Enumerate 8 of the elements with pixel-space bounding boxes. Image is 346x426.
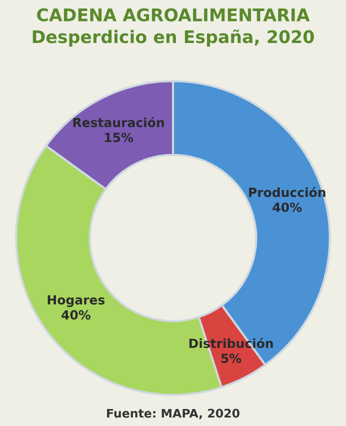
slice-label: Hogares <box>48 295 105 308</box>
data-label: 5% <box>221 354 242 364</box>
slice-label: Restauración <box>73 117 164 128</box>
source-note: Fuente: MAPA, 2020 <box>107 408 240 420</box>
data-label: 15% <box>104 132 134 142</box>
chart-title: CADENA AGROALIMENTARIA Desperdicio en España, 2020 <box>32 8 314 47</box>
data-label: 40% <box>62 310 90 320</box>
data-label: 40% <box>272 202 302 212</box>
